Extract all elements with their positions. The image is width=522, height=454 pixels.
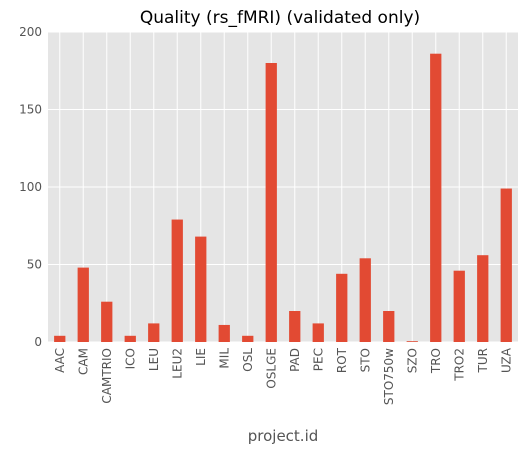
- bar-mil: [218, 324, 230, 342]
- bar-tur: [477, 255, 489, 342]
- bar-leu2: [171, 219, 183, 342]
- bar-tro2: [453, 270, 465, 342]
- bar-cam: [77, 267, 89, 342]
- x-tick-label: ROT: [335, 347, 349, 373]
- bar-aac: [54, 335, 66, 342]
- x-tick-label: LIE: [194, 348, 208, 366]
- x-tick-label: OSLGE: [264, 348, 278, 389]
- x-tick-label: TRO: [429, 348, 443, 374]
- x-tick-labels: AAC CAM CAMTRIO ICO LEU LEU2 LIE MIL OSL OSLGE PAD…: [53, 347, 514, 405]
- y-tick-labels: 0 50 100 150 200: [19, 25, 42, 349]
- x-tick-label: LEU2: [170, 348, 184, 379]
- bar-pad: [289, 311, 301, 342]
- x-tick-label: SZO: [405, 348, 419, 373]
- y-tick-label: 100: [19, 180, 42, 194]
- y-tick-label: 200: [19, 25, 42, 39]
- bar-tro: [430, 53, 442, 342]
- x-tick-label: TRO2: [452, 348, 466, 382]
- bar-sto: [359, 258, 371, 342]
- bar-oslge: [265, 63, 277, 342]
- bar-rot: [336, 273, 348, 342]
- x-tick-label: MIL: [217, 348, 231, 369]
- y-tick-label: 0: [34, 335, 42, 349]
- x-tick-label: LEU: [147, 348, 161, 371]
- x-tick-label: UZA: [499, 347, 513, 373]
- x-axis-label: project.id: [248, 427, 319, 445]
- bar-leu: [148, 323, 160, 342]
- x-tick-label: STO: [358, 348, 372, 372]
- x-tick-label: CAM: [76, 348, 90, 375]
- y-tick-label: 50: [27, 258, 42, 272]
- y-tick-label: 150: [19, 103, 42, 117]
- bar-lie: [195, 236, 207, 342]
- x-tick-label: CAMTRIO: [100, 348, 114, 404]
- chart-title: Quality (rs_fMRI) (validated only): [140, 8, 420, 28]
- x-tick-label: AAC: [53, 348, 67, 373]
- x-tick-label: STO750w: [382, 348, 396, 405]
- bar-uza: [500, 188, 512, 342]
- x-tick-label: PAD: [288, 348, 302, 372]
- x-tick-label: ICO: [123, 348, 137, 369]
- x-tick-label: PEC: [311, 348, 325, 371]
- bars: [54, 53, 512, 342]
- bar-pec: [312, 323, 324, 342]
- bar-osl: [242, 335, 254, 342]
- bar-camtrio: [101, 301, 113, 342]
- x-tick-label: TUR: [476, 348, 490, 373]
- bar-sto750w: [383, 311, 395, 342]
- bar-ico: [124, 335, 136, 342]
- x-tick-label: OSL: [241, 348, 255, 372]
- bar-szo: [406, 341, 418, 342]
